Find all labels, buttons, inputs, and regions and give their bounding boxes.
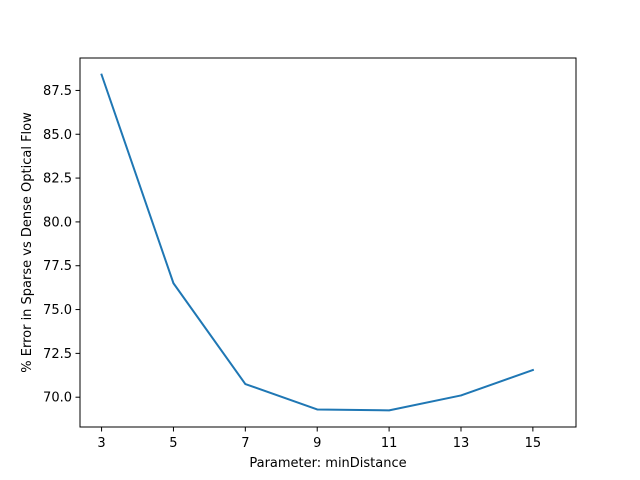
- x-tick-label: 13: [453, 436, 470, 451]
- y-tick-label: 87.5: [43, 84, 72, 99]
- x-tick-label: 7: [241, 436, 249, 451]
- y-tick-label: 85.0: [43, 128, 72, 143]
- data-point: [316, 408, 319, 411]
- plot-marks: [100, 73, 535, 412]
- y-axis-label: % Error in Sparse vs Dense Optical Flow: [20, 112, 35, 373]
- y-tick-label: 75.0: [43, 303, 72, 318]
- y-tick-label: 77.5: [43, 259, 72, 274]
- y-tick-label: 70.0: [43, 391, 72, 406]
- plot-area: [80, 58, 576, 427]
- x-tick-label: 15: [525, 436, 542, 451]
- x-tick-label: 9: [313, 436, 321, 451]
- data-point: [100, 73, 103, 76]
- axis-ticks: 3 5 7 9 11 13 15 70.0 72.5 75.0 77.5 80.0 82.5 85.0 87…: [43, 84, 541, 451]
- x-tick-label: 3: [97, 436, 105, 451]
- data-point: [460, 394, 462, 397]
- data-point: [532, 369, 534, 371]
- x-axis-label: Parameter: minDistance: [249, 456, 406, 471]
- x-tick-label: 11: [381, 436, 398, 451]
- data-point: [388, 409, 390, 412]
- y-tick-label: 82.5: [43, 172, 72, 187]
- data-point: [172, 282, 175, 285]
- x-tick-label: 5: [169, 436, 177, 451]
- y-tick-label: 80.0: [43, 215, 72, 230]
- y-tick-label: 72.5: [43, 347, 72, 362]
- data-point: [244, 383, 247, 385]
- plot-frame: [79, 57, 577, 428]
